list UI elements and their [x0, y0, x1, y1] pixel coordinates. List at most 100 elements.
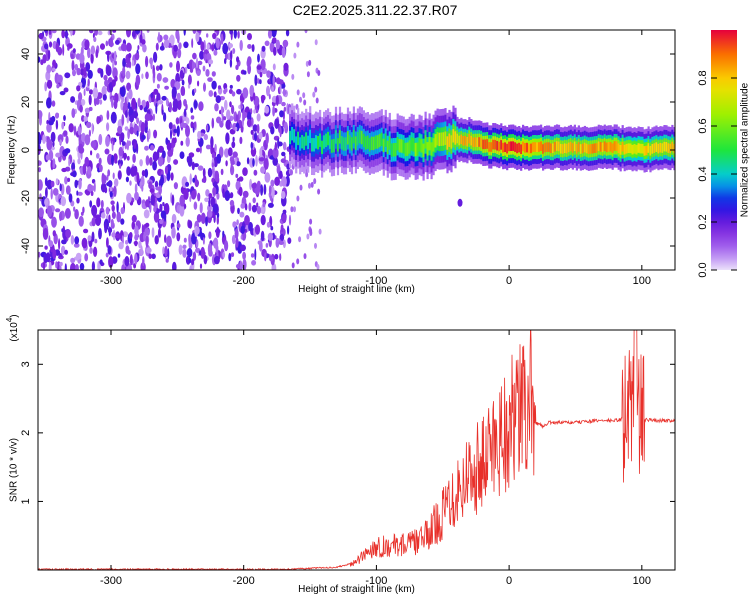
noise-blob	[232, 136, 235, 142]
signal-band	[360, 130, 363, 145]
noise-blob	[291, 262, 295, 269]
noise-blob	[165, 98, 169, 106]
noise-blob	[56, 74, 63, 83]
noise-blob	[195, 31, 200, 43]
noise-blob	[178, 244, 183, 255]
noise-blob	[142, 44, 147, 53]
noise-blob	[79, 104, 83, 113]
noise-blob	[46, 64, 52, 74]
noise-blob	[287, 237, 292, 244]
snr-frame	[37, 329, 676, 571]
noise-blob	[249, 178, 253, 191]
noise-blob	[225, 132, 230, 145]
noise-blob	[314, 39, 318, 46]
noise-blob	[260, 166, 266, 174]
noise-blob	[203, 134, 208, 141]
noise-blob	[200, 41, 205, 52]
signal-band	[518, 142, 521, 153]
noise-blob	[76, 67, 81, 76]
noise-blob	[167, 149, 174, 157]
noise-blob	[157, 31, 161, 44]
noise-blob	[78, 215, 84, 227]
noise-blob	[48, 41, 53, 48]
signal-band	[418, 138, 421, 152]
noise-blob	[182, 248, 187, 258]
noise-blob	[124, 255, 130, 267]
noise-blob	[59, 211, 63, 222]
noise-blob	[145, 222, 150, 228]
noise-blob	[87, 235, 92, 242]
noise-blob	[235, 264, 241, 269]
noise-blob	[95, 214, 102, 226]
noise-blob	[68, 158, 71, 167]
noise-blob	[242, 167, 248, 177]
noise-blob	[127, 128, 130, 140]
spectrogram-x-tick-label: 100	[633, 275, 651, 287]
noise-blob	[249, 84, 255, 97]
signal-band	[460, 134, 463, 145]
noise-blob	[141, 134, 146, 140]
noise-blob	[154, 235, 159, 245]
noise-blob	[188, 258, 192, 264]
noise-blob	[247, 111, 252, 122]
signal-band	[327, 131, 330, 146]
noise-blob	[247, 63, 252, 75]
noise-blob	[75, 252, 82, 260]
noise-blob	[282, 141, 287, 151]
noise-blob	[161, 95, 167, 101]
noise-blob	[227, 180, 231, 188]
noise-blob	[51, 30, 57, 34]
noise-blob	[64, 72, 71, 79]
noise-blob	[85, 62, 91, 72]
noise-blob	[88, 89, 94, 95]
noise-blob	[126, 192, 132, 204]
noise-blob	[94, 30, 99, 36]
noise-blob	[304, 30, 308, 34]
noise-blob	[290, 169, 293, 176]
signal-band	[321, 140, 324, 155]
noise-blob	[229, 58, 233, 68]
noise-blob	[203, 82, 206, 92]
noise-blob	[274, 144, 277, 151]
noise-blob	[230, 50, 233, 61]
noise-blob	[257, 53, 260, 63]
noise-blob	[247, 56, 252, 66]
noise-blob	[164, 234, 167, 244]
noise-blob	[208, 231, 212, 239]
noise-blob	[224, 240, 229, 252]
noise-blob	[105, 65, 112, 77]
noise-blob	[81, 237, 88, 249]
noise-blob	[222, 230, 225, 238]
signal-band	[551, 143, 555, 154]
noise-blob	[38, 56, 41, 63]
noise-blob	[101, 174, 107, 184]
noise-blob	[214, 170, 220, 182]
noise-blob	[117, 125, 123, 134]
noise-blob	[158, 145, 164, 153]
signal-band	[454, 131, 457, 145]
noise-blob	[191, 60, 195, 70]
signal-band	[508, 141, 511, 152]
noise-blob	[177, 98, 182, 111]
noise-blob	[83, 67, 87, 77]
noise-blob	[212, 186, 217, 196]
signal-band	[559, 143, 563, 154]
noise-blob	[47, 49, 51, 60]
noise-blob	[231, 91, 236, 97]
signal-band	[452, 129, 455, 143]
noise-blob	[144, 227, 150, 237]
signal-band	[575, 144, 578, 154]
noise-blob	[78, 143, 84, 154]
signal-band	[577, 142, 580, 152]
signal-band	[299, 137, 302, 151]
noise-blob	[162, 150, 166, 159]
noise-blob	[90, 45, 96, 55]
noise-blob	[72, 69, 76, 77]
noise-blob	[85, 190, 91, 196]
noise-blob	[128, 52, 132, 59]
noise-blob	[193, 100, 198, 109]
signal-band	[506, 143, 509, 154]
noise-blob	[157, 100, 164, 105]
noise-blob	[281, 46, 286, 58]
noise-blob	[135, 30, 140, 34]
